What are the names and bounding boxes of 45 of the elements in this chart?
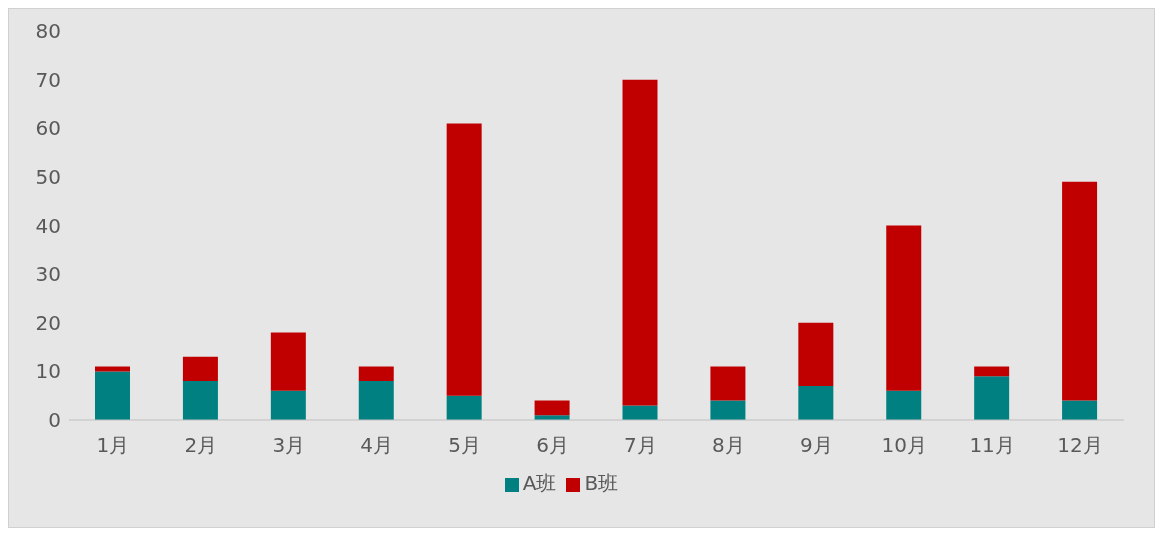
x-tick-label: 7月 xyxy=(624,433,657,458)
y-tick-label: 40 xyxy=(35,213,61,238)
x-tick-label: 3月 xyxy=(272,433,306,458)
x-tick-label: 10月 xyxy=(881,433,927,458)
legend-label: B班 xyxy=(584,471,619,495)
x-tick-label: 5月 xyxy=(448,433,481,458)
x-tick-label: 4月 xyxy=(360,433,394,458)
bar xyxy=(1062,400,1098,420)
bar xyxy=(886,225,922,391)
legend-label: A班 xyxy=(522,471,557,495)
bar xyxy=(95,371,130,420)
x-tick-label: 1月 xyxy=(96,433,130,458)
y-tick-label: 80 xyxy=(35,19,61,44)
bar xyxy=(622,79,658,406)
y-tick-label: 50 xyxy=(35,164,61,189)
bar xyxy=(974,366,1010,377)
bar xyxy=(446,395,482,420)
y-tick-label: 20 xyxy=(35,310,61,335)
bar xyxy=(798,385,834,420)
bar xyxy=(798,322,834,386)
x-tick-label: 8月 xyxy=(712,433,745,458)
bar xyxy=(446,123,482,396)
x-tick-label: 2月 xyxy=(184,433,218,458)
bar xyxy=(974,376,1010,420)
y-tick-label: 70 xyxy=(35,67,61,92)
y-tick-label: 10 xyxy=(35,359,61,384)
bar xyxy=(270,332,306,391)
x-tick-label: 9月 xyxy=(799,433,833,458)
bar xyxy=(534,400,570,416)
y-tick-label: 60 xyxy=(35,116,61,141)
bar xyxy=(622,405,658,420)
bar xyxy=(182,381,218,420)
bar xyxy=(710,400,746,420)
bar xyxy=(1062,181,1098,401)
x-tick-label: 11月 xyxy=(969,433,1015,458)
x-tick-label: 6月 xyxy=(536,433,569,458)
bar xyxy=(270,390,306,420)
y-tick-label: 0 xyxy=(48,408,61,433)
x-tick-label: 12月 xyxy=(1057,433,1103,458)
bar xyxy=(358,381,394,420)
bar xyxy=(358,366,394,382)
bar xyxy=(710,366,746,401)
y-tick-label: 30 xyxy=(35,262,61,287)
bar xyxy=(182,356,218,382)
bar xyxy=(886,390,922,420)
